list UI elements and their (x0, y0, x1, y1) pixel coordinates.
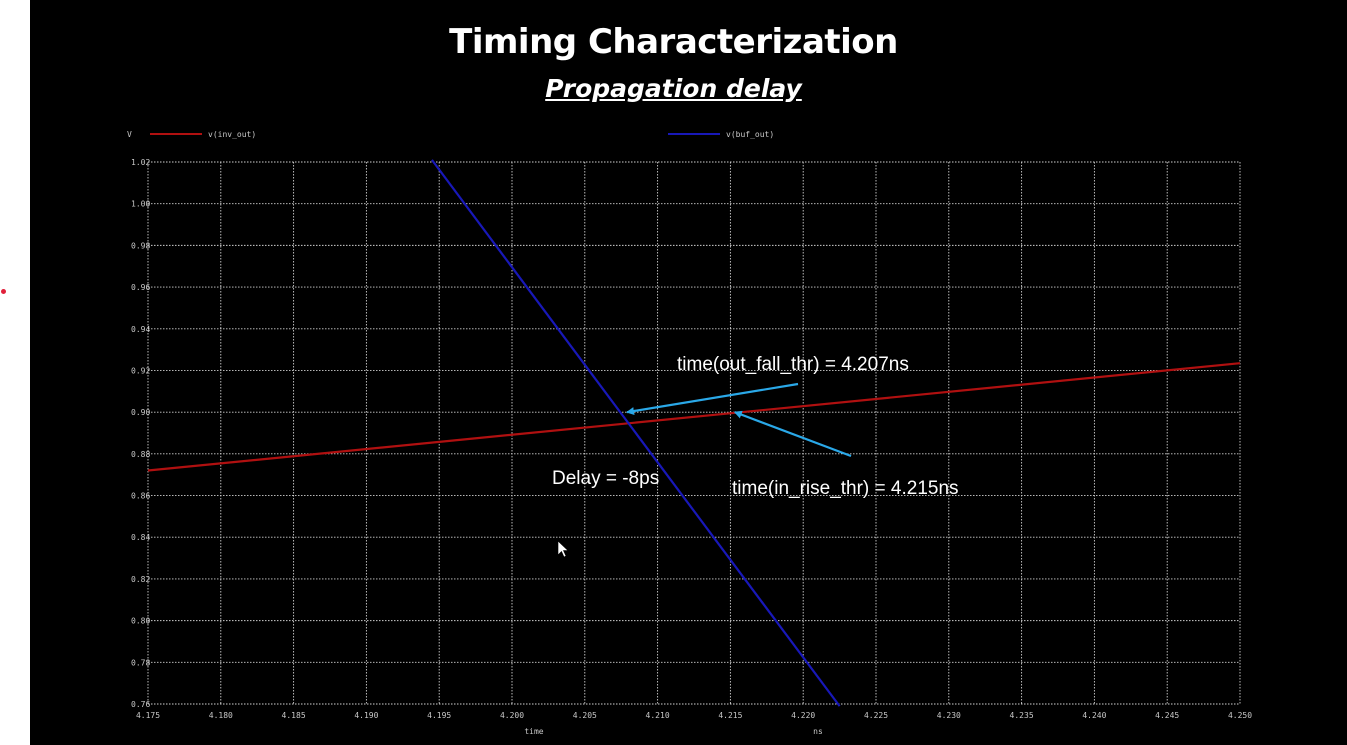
annotations: time(out_fall_thr) = 4.207ns time(in_rise… (552, 354, 959, 499)
legend-label: v(buf_out) (726, 130, 774, 139)
y-tick-label: 0.86 (131, 492, 150, 501)
y-tick-label: 0.78 (131, 658, 150, 667)
y-tick-label: 1.02 (131, 158, 150, 167)
y-tick-label: 0.98 (131, 241, 150, 250)
series-lines (147, 159, 1241, 707)
x-tick-label: 4.245 (1155, 711, 1179, 720)
y-tick-label: 0.90 (131, 408, 150, 417)
page-title: Timing Characterization (449, 22, 898, 62)
annotation-arrow-in-rise (733, 410, 852, 458)
y-tick-label: 0.84 (131, 533, 150, 542)
y-tick-label: 0.88 (131, 450, 150, 459)
x-tick-label: 4.215 (718, 711, 742, 720)
legend-label: v(inv_out) (208, 130, 256, 139)
x-tick-label: 4.220 (791, 711, 815, 720)
x-tick-label: 4.190 (354, 711, 378, 720)
annotation-delay: Delay = -8ps (552, 468, 659, 489)
annotation-arrow-out-fall (626, 382, 799, 415)
y-tick-label: 0.76 (131, 700, 150, 709)
y-tick-label: 0.82 (131, 575, 150, 584)
x-tick-label: 4.180 (209, 711, 233, 720)
red-dot-marker (1, 289, 6, 294)
x-tick-label: 4.210 (646, 711, 670, 720)
x-tick-label: 4.175 (136, 711, 160, 720)
x-tick-label: 4.240 (1082, 711, 1106, 720)
annotation-in-rise-thr: time(in_rise_thr) = 4.215ns (732, 478, 959, 499)
x-tick-label: 4.235 (1010, 711, 1034, 720)
x-tick-label: 4.200 (500, 711, 524, 720)
y-tick-label: 0.92 (131, 366, 150, 375)
y-tick-label: 0.94 (131, 325, 150, 334)
x-tick-label: 4.230 (937, 711, 961, 720)
grid (147, 161, 1241, 705)
series-line-v-inv_out- (147, 362, 1241, 472)
x-tick-label: 4.205 (573, 711, 597, 720)
y-tick-label: 0.80 (131, 617, 150, 626)
x-axis-label-time: time (524, 727, 543, 736)
y-tick-label: 0.96 (131, 283, 150, 292)
legend: v(inv_out) v(buf_out) (150, 130, 774, 139)
annotation-out-fall-thr: time(out_fall_thr) = 4.207ns (677, 354, 909, 375)
x-tick-label: 4.250 (1228, 711, 1252, 720)
axis-ticks: 4.175 4.180 4.185 4.190 4.195 4.200 4.205 4.210… (127, 130, 1252, 736)
x-axis-label-unit: ns (813, 727, 823, 736)
y-tick-label: 1.00 (131, 200, 150, 209)
x-tick-label: 4.225 (864, 711, 888, 720)
x-tick-label: 4.185 (282, 711, 306, 720)
x-tick-label: 4.195 (427, 711, 451, 720)
y-axis-unit: V (127, 130, 132, 139)
mouse-cursor-icon (557, 540, 569, 558)
page-subtitle: Propagation delay (545, 74, 802, 103)
series-line-v-buf_out- (431, 159, 841, 707)
